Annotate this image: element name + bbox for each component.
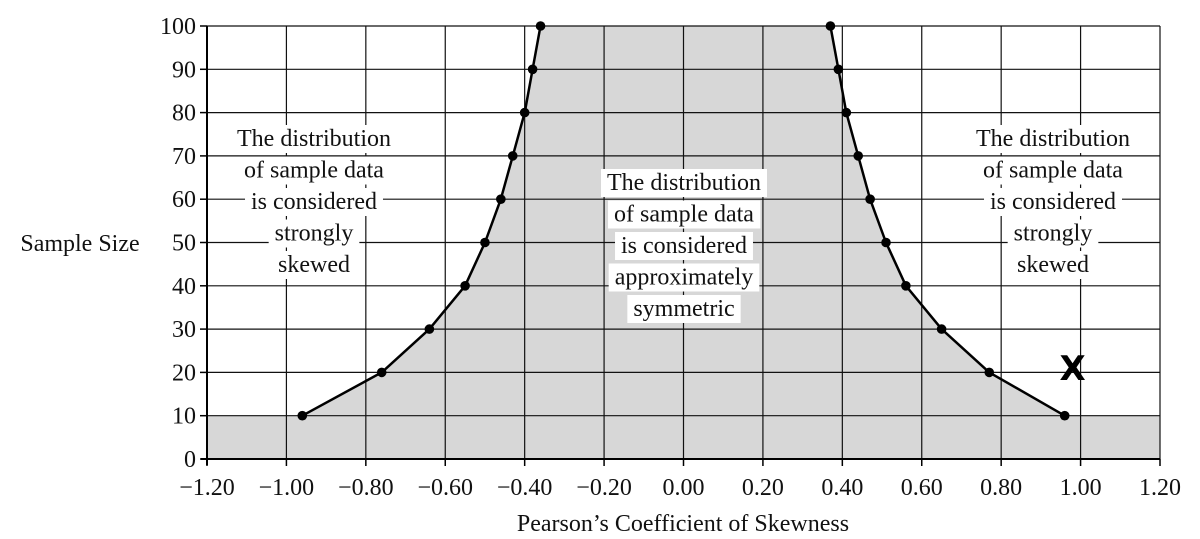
annotation-right: The distribution of sample data is conside…	[970, 125, 1136, 279]
y-tick-label: 80	[172, 101, 196, 127]
data-point	[936, 324, 947, 334]
x-tick-label: 0.40	[821, 475, 863, 501]
data-point	[881, 237, 891, 248]
annotation-bg	[238, 156, 391, 185]
annotation-line: strongly	[1014, 221, 1093, 247]
annotation-bg	[601, 169, 767, 197]
data-point	[1059, 410, 1070, 421]
data-point	[984, 367, 995, 378]
annotation-bg	[245, 188, 383, 216]
annotation-center: The distribution of sample data is conside…	[601, 169, 767, 323]
x-tick-label: −0.80	[338, 475, 394, 501]
data-point	[527, 64, 538, 75]
x-tick-label: 0.80	[980, 475, 1022, 501]
y-axis-label: Sample Size	[20, 231, 139, 257]
data-point	[901, 281, 911, 291]
annotation-line: is considered	[990, 189, 1116, 215]
annotation-line: strongly	[275, 221, 354, 247]
x-tick-label: −0.60	[417, 475, 473, 501]
annotation-line: skewed	[1017, 252, 1089, 278]
y-tick-label: 50	[172, 231, 196, 257]
annotation-line: of sample data	[983, 158, 1123, 184]
y-tick-label: 0	[184, 447, 196, 473]
y-tick-label: 60	[172, 187, 196, 213]
annotation-line: symmetric	[633, 296, 734, 322]
annotation-bg	[1007, 219, 1099, 248]
annotation-line: of sample data	[614, 202, 754, 228]
data-point	[825, 21, 836, 31]
x-axis-label: Pearson’s Coefficient of Skewness	[517, 511, 849, 537]
annotation-line: is considered	[251, 189, 377, 215]
annotation-bg	[1011, 251, 1095, 279]
data-point	[841, 107, 852, 118]
annotation-line: of sample data	[244, 158, 384, 184]
y-tick-label: 90	[172, 57, 196, 83]
annotation-line: The distribution	[976, 126, 1130, 152]
annotation-bg	[231, 125, 397, 153]
annotations: The distribution of sample data is conside…	[231, 125, 1136, 323]
x-tick-label: 0.20	[742, 475, 784, 501]
data-point	[460, 281, 470, 291]
annotation-bg	[272, 251, 356, 279]
x-tick-label: 1.00	[1060, 475, 1102, 501]
right-boundary-line	[829, 25, 1066, 417]
annotation-line: approximately	[615, 265, 754, 291]
data-point	[297, 410, 308, 421]
annotation-bg	[627, 295, 741, 323]
x-tick-labels: −1.20 −1.00 −0.80 −0.60 −0.40 −0.20 0.00 0.20 0.…	[179, 475, 1181, 501]
annotation-bg	[268, 219, 360, 248]
x-tick-label: 0.60	[901, 475, 943, 501]
annotation-line: is considered	[621, 233, 747, 259]
axes	[200, 25, 1161, 466]
x-marker: X	[1060, 349, 1086, 389]
annotation-bg	[615, 232, 753, 260]
y-tick-label: 10	[172, 404, 196, 430]
annotation-bg	[608, 263, 760, 292]
x-tick-label: 1.20	[1139, 475, 1181, 501]
x-tick-label: −0.40	[497, 475, 553, 501]
data-point	[496, 194, 506, 204]
data-point	[424, 324, 435, 334]
y-tick-label: 100	[160, 14, 196, 40]
annotation-bg	[984, 188, 1122, 216]
data-point	[519, 107, 530, 118]
annotation-line: The distribution	[607, 170, 761, 196]
annotation-bg	[977, 156, 1130, 185]
data-point	[865, 194, 875, 204]
x-tick-label: −0.20	[576, 475, 632, 501]
x-tick-label: 0.00	[663, 475, 705, 501]
x-tick-label: −1.00	[259, 475, 315, 501]
annotation-bg	[970, 125, 1136, 153]
data-point	[480, 237, 490, 248]
y-tick-label: 40	[172, 274, 196, 300]
data-point	[853, 151, 864, 161]
annotation-bg	[608, 200, 761, 229]
left-boundary-line	[301, 25, 542, 417]
series-lines	[297, 21, 1070, 421]
data-point	[535, 21, 546, 31]
annotation-line: skewed	[278, 252, 350, 278]
data-point	[833, 64, 844, 75]
data-point	[507, 151, 518, 161]
annotation-line: The distribution	[237, 126, 391, 152]
y-tick-label: 70	[172, 144, 196, 170]
y-tick-label: 20	[172, 360, 196, 386]
data-point	[376, 367, 387, 378]
y-tick-label: 30	[172, 317, 196, 343]
y-tick-labels: 0 10 20 30 40 50 60 70 80 90 100	[160, 14, 196, 473]
annotation-left: The distribution of sample data is conside…	[231, 125, 397, 279]
x-tick-label: −1.20	[179, 475, 235, 501]
